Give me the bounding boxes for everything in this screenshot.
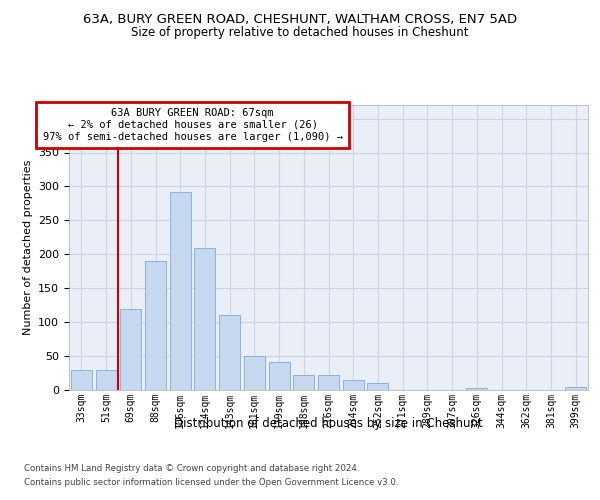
Text: Contains HM Land Registry data © Crown copyright and database right 2024.: Contains HM Land Registry data © Crown c… [24, 464, 359, 473]
Text: Contains public sector information licensed under the Open Government Licence v3: Contains public sector information licen… [24, 478, 398, 487]
Text: 63A BURY GREEN ROAD: 67sqm
← 2% of detached houses are smaller (26)
97% of semi-: 63A BURY GREEN ROAD: 67sqm ← 2% of detac… [43, 108, 343, 142]
Bar [269, 362, 290, 390]
Bar [318, 375, 339, 390]
Bar [343, 380, 364, 390]
Bar [565, 386, 586, 390]
Bar [145, 261, 166, 390]
Bar [466, 388, 487, 390]
Bar [120, 308, 141, 390]
Bar [194, 248, 215, 390]
Text: Size of property relative to detached houses in Cheshunt: Size of property relative to detached ho… [131, 26, 469, 39]
Bar [367, 383, 388, 390]
Text: Distribution of detached houses by size in Cheshunt: Distribution of detached houses by size … [175, 418, 483, 430]
Text: 63A, BURY GREEN ROAD, CHESHUNT, WALTHAM CROSS, EN7 5AD: 63A, BURY GREEN ROAD, CHESHUNT, WALTHAM … [83, 12, 517, 26]
Bar [219, 316, 240, 390]
Bar [244, 356, 265, 390]
Y-axis label: Number of detached properties: Number of detached properties [23, 160, 32, 335]
Bar [170, 192, 191, 390]
Bar [95, 370, 116, 390]
Bar [71, 370, 92, 390]
Bar [293, 375, 314, 390]
